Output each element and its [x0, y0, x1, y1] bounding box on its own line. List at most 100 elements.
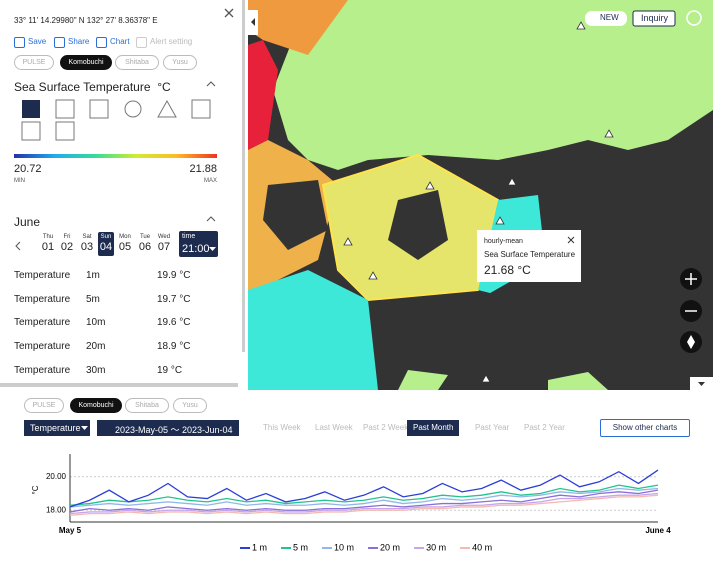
- colorbar-max: 21.88: [189, 163, 217, 175]
- legend-label: 5 m: [293, 542, 308, 552]
- popup-title: Sea Surface Temperature: [484, 250, 576, 259]
- reading-cell: 20m: [86, 341, 106, 353]
- day-number[interactable]: 03: [80, 241, 94, 253]
- station-pill[interactable]: Shitaba: [115, 55, 159, 70]
- prev-day[interactable]: [13, 240, 23, 252]
- legend-label: 1 m: [252, 542, 267, 552]
- legend-label: 30 m: [426, 542, 446, 552]
- range-button[interactable]: Past 2 Week: [363, 423, 409, 432]
- legend-label: 20 m: [380, 542, 400, 552]
- day-number[interactable]: 04: [99, 241, 113, 253]
- action-icon[interactable]: [96, 37, 107, 48]
- day-selected[interactable]: [98, 232, 114, 256]
- reading-cell: 19.6 °C: [157, 317, 191, 329]
- y-tick-label: 18.00: [46, 505, 67, 514]
- range-button[interactable]: Past 2 Year: [524, 423, 565, 432]
- action-icon[interactable]: [136, 37, 147, 48]
- reading-cell: 10m: [86, 317, 106, 329]
- colorbar-min: 20.72: [14, 163, 42, 175]
- reading-cell: Temperature: [14, 317, 71, 329]
- metric: Temperature: [30, 423, 81, 433]
- inquiry-button[interactable]: Inquiry: [641, 13, 669, 23]
- scrollbar[interactable]: [242, 0, 245, 352]
- day-of-week[interactable]: Sun: [100, 234, 112, 240]
- x-tick-label: June 4: [645, 526, 671, 535]
- layer-name: Sea Surface Temperature: [14, 80, 151, 94]
- reading-cell: Temperature: [14, 270, 71, 281]
- month: June: [14, 215, 41, 229]
- action-icon[interactable]: [14, 37, 25, 48]
- station-pill[interactable]: Shitaba: [125, 398, 169, 413]
- collapse[interactable]: [205, 214, 217, 224]
- time-select[interactable]: time 21:00: [179, 231, 218, 257]
- date-range[interactable]: 2023-May-05 ～ 2023-Jun-04: [97, 420, 239, 436]
- coordinates: 33° 11' 14.29980" N 132° 27' 8.36378" E: [14, 16, 158, 25]
- reading-cell: 19.7 °C: [157, 293, 191, 305]
- map[interactable]: [248, 0, 713, 390]
- layer-title: Sea Surface Temperature °C: [14, 80, 171, 94]
- station-pill[interactable]: Yusu: [163, 55, 197, 70]
- station-pill[interactable]: Komobuchi: [60, 55, 112, 70]
- reading-cell: 1m: [86, 270, 100, 281]
- day-of-week[interactable]: Tue: [139, 234, 151, 240]
- action-1[interactable]: Share: [68, 37, 90, 46]
- h-scrollbar[interactable]: [0, 383, 238, 387]
- legend-label: 40 m: [472, 542, 492, 552]
- popup-close[interactable]: [566, 235, 576, 245]
- day-number[interactable]: 02: [60, 241, 74, 253]
- dropdown-caret: [209, 247, 216, 251]
- colorbar-max-label: MAX: [203, 178, 217, 184]
- day-of-week[interactable]: Thu: [42, 234, 54, 240]
- reading-cell: Temperature: [14, 341, 71, 353]
- reading-cell: 5m: [86, 293, 100, 305]
- series-line: [69, 484, 659, 506]
- close-button[interactable]: [223, 7, 235, 19]
- time-value: 21:00: [182, 243, 210, 255]
- series-line: [69, 489, 659, 513]
- colorbar-min-label: MIN: [14, 178, 25, 184]
- collapse[interactable]: [205, 79, 217, 89]
- layer-icons: [21, 99, 211, 141]
- reading-cell: 19.9 °C: [157, 270, 191, 281]
- day-of-week[interactable]: Wed: [157, 234, 171, 240]
- side-panel: 33° 11' 14.29980" N 132° 27' 8.36378" E …: [0, 0, 245, 390]
- station-pill[interactable]: PULSE: [14, 55, 54, 70]
- range-button[interactable]: This Week: [263, 423, 301, 432]
- day-of-week[interactable]: Mon: [119, 234, 131, 240]
- chart: °C 18.00 20.00 May 5 June 4 1 m 5 m 10 m 20 m 30…: [24, 443, 689, 552]
- day-of-week[interactable]: Fri: [63, 234, 71, 240]
- action-3: Alert setting: [150, 37, 193, 46]
- day-number[interactable]: 05: [118, 241, 132, 253]
- range-button[interactable]: Last Week: [315, 423, 353, 432]
- reading-cell: Temperature: [14, 293, 71, 305]
- x-tick-label: May 5: [59, 526, 82, 535]
- metric-select[interactable]: Temperature: [24, 420, 90, 436]
- range-button[interactable]: Past Month: [407, 420, 460, 436]
- reading-cell: 19 °C: [157, 364, 183, 376]
- action-0[interactable]: Save: [28, 37, 47, 46]
- day-number[interactable]: 01: [41, 241, 55, 253]
- station-pill[interactable]: PULSE: [24, 398, 64, 413]
- day-number[interactable]: 06: [138, 241, 152, 253]
- reading-cell: 18.9 °C: [157, 341, 191, 353]
- y-tick-label: 20.00: [46, 472, 67, 481]
- range-button[interactable]: Past Year: [475, 423, 510, 432]
- day-of-week[interactable]: Sat: [82, 234, 92, 240]
- time-label: time: [182, 233, 196, 240]
- series-line: [69, 494, 659, 516]
- legend-label: 10 m: [334, 542, 354, 552]
- unit: °C: [157, 80, 171, 94]
- station-pill[interactable]: Yusu: [173, 398, 207, 413]
- popup-value: 21.68 °C: [484, 263, 531, 277]
- station-pill[interactable]: Komobuchi: [70, 398, 122, 413]
- new-button[interactable]: NEW: [600, 13, 619, 22]
- action-icon[interactable]: [54, 37, 65, 48]
- series-line: [69, 469, 659, 508]
- date-range-text: 2023-May-05 ～ 2023-Jun-04: [115, 425, 233, 435]
- reading-cell: 30m: [86, 364, 106, 376]
- action-2[interactable]: Chart: [110, 37, 130, 46]
- show-other-charts[interactable]: Show other charts: [600, 419, 690, 437]
- series-line: [69, 487, 659, 508]
- day-number[interactable]: 07: [157, 241, 171, 253]
